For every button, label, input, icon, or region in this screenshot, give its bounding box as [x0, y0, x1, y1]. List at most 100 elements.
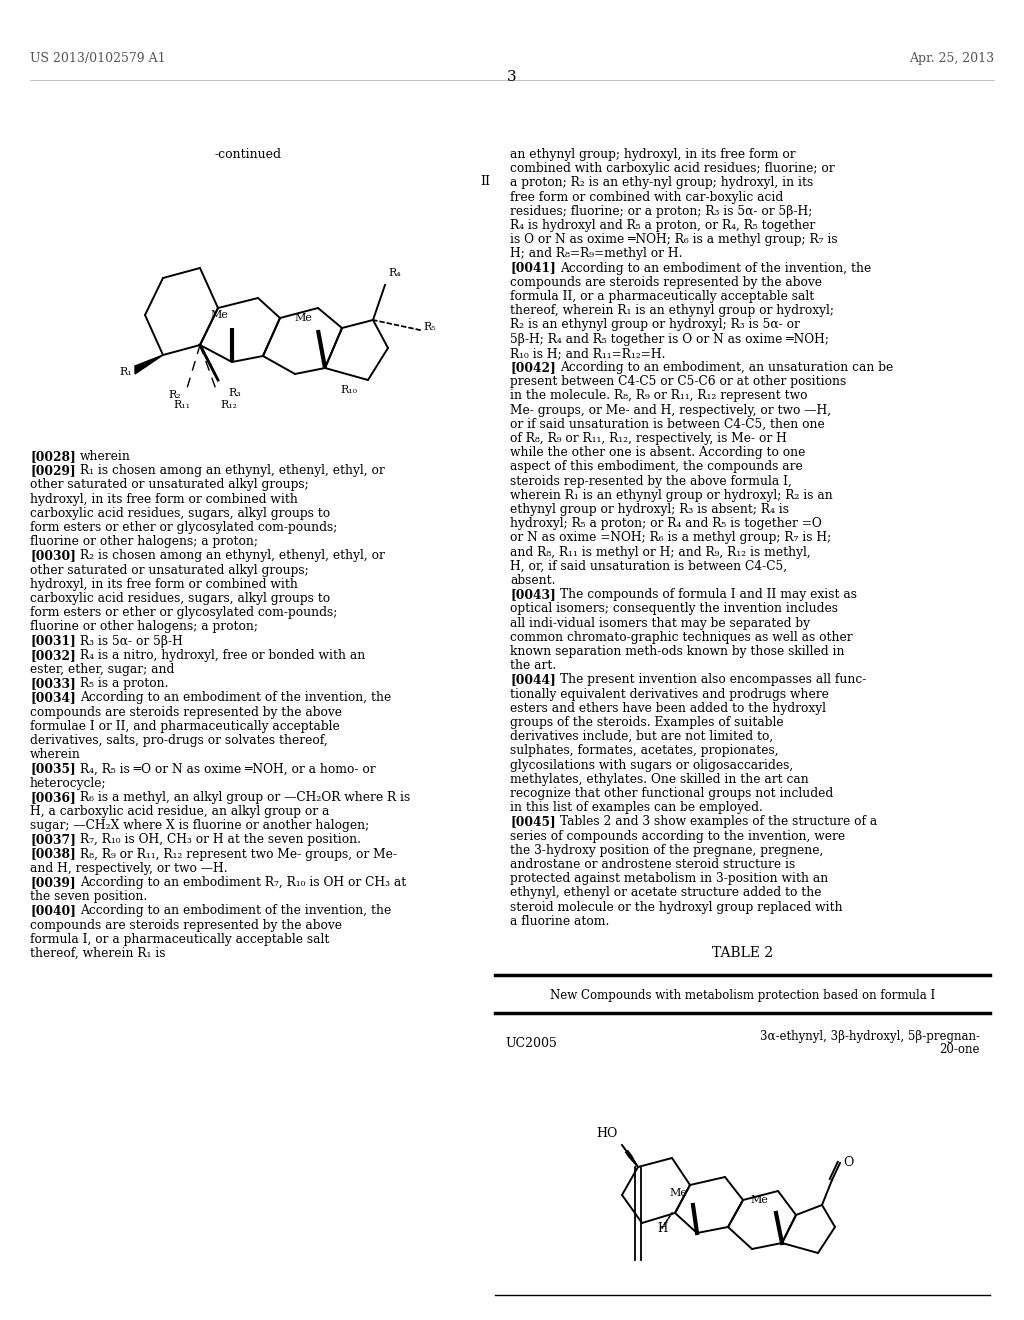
Text: formulae I or II, and pharmaceutically acceptable: formulae I or II, and pharmaceutically a…	[30, 719, 340, 733]
Text: thereof, wherein R₁ is an ethynyl group or hydroxyl;: thereof, wherein R₁ is an ethynyl group …	[510, 304, 834, 317]
Text: [0028]: [0028]	[30, 450, 76, 463]
Text: other saturated or unsaturated alkyl groups;: other saturated or unsaturated alkyl gro…	[30, 564, 309, 577]
Text: methylates, ethylates. One skilled in the art can: methylates, ethylates. One skilled in th…	[510, 772, 809, 785]
Text: [0041]: [0041]	[510, 261, 556, 275]
Text: sulphates, formates, acetates, propionates,: sulphates, formates, acetates, propionat…	[510, 744, 778, 758]
Text: compounds are steroids represented by the above: compounds are steroids represented by th…	[510, 276, 822, 289]
Text: H: H	[656, 1221, 667, 1234]
Text: steroid molecule or the hydroxyl group replaced with: steroid molecule or the hydroxyl group r…	[510, 900, 843, 913]
Text: Me: Me	[294, 313, 312, 323]
Text: of R₈, R₉ or R₁₁, R₁₂, respectively, is Me- or H: of R₈, R₉ or R₁₁, R₁₂, respectively, is …	[510, 432, 786, 445]
Text: [0029]: [0029]	[30, 465, 76, 478]
Text: HO: HO	[597, 1127, 618, 1140]
Text: common chromato-graphic techniques as well as other: common chromato-graphic techniques as we…	[510, 631, 853, 644]
Text: [0042]: [0042]	[510, 360, 556, 374]
Text: all indi-vidual isomers that may be separated by: all indi-vidual isomers that may be sepa…	[510, 616, 810, 630]
Text: carboxylic acid residues, sugars, alkyl groups to: carboxylic acid residues, sugars, alkyl …	[30, 591, 330, 605]
Text: According to an embodiment R₇, R₁₀ is OH or CH₃ at: According to an embodiment R₇, R₁₀ is OH…	[80, 876, 407, 888]
Text: R₂ is chosen among an ethynyl, ethenyl, ethyl, or: R₂ is chosen among an ethynyl, ethenyl, …	[80, 549, 385, 562]
Text: 5β-H; R₄ and R₅ together is O or N as oxime ═NOH;: 5β-H; R₄ and R₅ together is O or N as ox…	[510, 333, 829, 346]
Text: sugar; —CH₂X where X is fluorine or another halogen;: sugar; —CH₂X where X is fluorine or anot…	[30, 820, 370, 832]
Text: Me: Me	[751, 1195, 768, 1205]
Text: steroids rep-resented by the above formula I,: steroids rep-resented by the above formu…	[510, 475, 792, 487]
Text: present between C4-C5 or C5-C6 or at other positions: present between C4-C5 or C5-C6 or at oth…	[510, 375, 846, 388]
Text: and R₈, R₁₁ is methyl or H; and R₉, R₁₂ is methyl,: and R₈, R₁₁ is methyl or H; and R₉, R₁₂ …	[510, 545, 811, 558]
Text: R₄ is a nitro, hydroxyl, free or bonded with an: R₄ is a nitro, hydroxyl, free or bonded …	[80, 649, 366, 661]
Text: and H, respectively, or two —H.: and H, respectively, or two —H.	[30, 862, 227, 875]
Text: R₇, R₁₀ is OH, CH₃ or H at the seven position.: R₇, R₁₀ is OH, CH₃ or H at the seven pos…	[80, 833, 361, 846]
Text: According to an embodiment of the invention, the: According to an embodiment of the invent…	[80, 904, 391, 917]
Text: form esters or ether or glycosylated com-pounds;: form esters or ether or glycosylated com…	[30, 606, 337, 619]
Text: form esters or ether or glycosylated com-pounds;: form esters or ether or glycosylated com…	[30, 521, 337, 535]
Text: the art.: the art.	[510, 659, 556, 672]
Text: The present invention also encompasses all func-: The present invention also encompasses a…	[560, 673, 866, 686]
Text: combined with carboxylic acid residues; fluorine; or: combined with carboxylic acid residues; …	[510, 162, 835, 176]
Text: -continued: -continued	[214, 148, 282, 161]
Text: 3α-ethynyl, 3β-hydroxyl, 5β-pregnan-: 3α-ethynyl, 3β-hydroxyl, 5β-pregnan-	[760, 1030, 980, 1043]
Text: ethynyl, ethenyl or acetate structure added to the: ethynyl, ethenyl or acetate structure ad…	[510, 887, 821, 899]
Text: ethynyl group or hydroxyl; R₃ is absent; R₄ is: ethynyl group or hydroxyl; R₃ is absent;…	[510, 503, 790, 516]
Text: Tables 2 and 3 show examples of the structure of a: Tables 2 and 3 show examples of the stru…	[560, 816, 878, 829]
Text: R₁ is chosen among an ethynyl, ethenyl, ethyl, or: R₁ is chosen among an ethynyl, ethenyl, …	[80, 465, 385, 478]
Text: R₅ is a proton.: R₅ is a proton.	[80, 677, 169, 690]
Text: R₄, R₅ is ═O or N as oxime ═NOH, or a homo- or: R₄, R₅ is ═O or N as oxime ═NOH, or a ho…	[80, 763, 376, 775]
Text: compounds are steroids represented by the above: compounds are steroids represented by th…	[30, 706, 342, 718]
Text: fluorine or other halogens; a proton;: fluorine or other halogens; a proton;	[30, 620, 258, 634]
Text: in the molecule. R₈, R₉ or R₁₁, R₁₂ represent two: in the molecule. R₈, R₉ or R₁₁, R₁₂ repr…	[510, 389, 808, 403]
Text: derivatives, salts, pro-drugs or solvates thereof,: derivatives, salts, pro-drugs or solvate…	[30, 734, 328, 747]
Text: an ethynyl group; hydroxyl, in its free form or: an ethynyl group; hydroxyl, in its free …	[510, 148, 796, 161]
Text: carboxylic acid residues, sugars, alkyl groups to: carboxylic acid residues, sugars, alkyl …	[30, 507, 330, 520]
Text: recognize that other functional groups not included: recognize that other functional groups n…	[510, 787, 834, 800]
Text: formula II, or a pharmaceutically acceptable salt: formula II, or a pharmaceutically accept…	[510, 290, 814, 304]
Text: Apr. 25, 2013: Apr. 25, 2013	[909, 51, 994, 65]
Text: [0044]: [0044]	[510, 673, 556, 686]
Text: H, or, if said unsaturation is between C4-C5,: H, or, if said unsaturation is between C…	[510, 560, 787, 573]
Text: R₄: R₄	[388, 268, 400, 279]
Text: esters and ethers have been added to the hydroxyl: esters and ethers have been added to the…	[510, 702, 826, 715]
Text: R₂: R₂	[168, 389, 180, 400]
Text: [0045]: [0045]	[510, 816, 556, 829]
Text: 20-one: 20-one	[939, 1043, 980, 1056]
Text: other saturated or unsaturated alkyl groups;: other saturated or unsaturated alkyl gro…	[30, 478, 309, 491]
Text: tionally equivalent derivatives and prodrugs where: tionally equivalent derivatives and prod…	[510, 688, 828, 701]
Text: absent.: absent.	[510, 574, 555, 587]
Text: derivatives include, but are not limited to,: derivatives include, but are not limited…	[510, 730, 773, 743]
Text: hydroxyl, in its free form or combined with: hydroxyl, in its free form or combined w…	[30, 578, 298, 591]
Text: [0033]: [0033]	[30, 677, 76, 690]
Text: optical isomers; consequently the invention includes: optical isomers; consequently the invent…	[510, 602, 838, 615]
Text: is O or N as oxime ═NOH; R₆ is a methyl group; R₇ is: is O or N as oxime ═NOH; R₆ is a methyl …	[510, 234, 838, 247]
Text: H, a carboxylic acid residue, an alkyl group or a: H, a carboxylic acid residue, an alkyl g…	[30, 805, 330, 818]
Text: [0034]: [0034]	[30, 692, 76, 705]
Text: wherein R₁ is an ethynyl group or hydroxyl; R₂ is an: wherein R₁ is an ethynyl group or hydrox…	[510, 488, 833, 502]
Text: [0037]: [0037]	[30, 833, 76, 846]
Text: or N as oxime =NOH; R₆ is a methyl group; R₇ is H;: or N as oxime =NOH; R₆ is a methyl group…	[510, 532, 831, 544]
Text: UC2005: UC2005	[505, 1038, 557, 1049]
Text: [0035]: [0035]	[30, 763, 76, 775]
Polygon shape	[135, 355, 163, 374]
Text: [0039]: [0039]	[30, 876, 76, 888]
Text: O: O	[843, 1156, 853, 1170]
Text: US 2013/0102579 A1: US 2013/0102579 A1	[30, 51, 166, 65]
Text: series of compounds according to the invention, were: series of compounds according to the inv…	[510, 829, 845, 842]
Text: R₁₀ is H; and R₁₁=R₁₂=H.: R₁₀ is H; and R₁₁=R₁₂=H.	[510, 347, 666, 360]
Text: a proton; R₂ is an ethy-nyl group; hydroxyl, in its: a proton; R₂ is an ethy-nyl group; hydro…	[510, 177, 813, 189]
Text: R₁: R₁	[120, 367, 132, 378]
Text: According to an embodiment of the invention, the: According to an embodiment of the invent…	[560, 261, 871, 275]
Text: R₁₀: R₁₀	[340, 385, 357, 395]
Text: According to an embodiment, an unsaturation can be: According to an embodiment, an unsaturat…	[560, 360, 893, 374]
Text: R₅: R₅	[423, 322, 435, 333]
Text: the seven position.: the seven position.	[30, 890, 147, 903]
Text: TABLE 2: TABLE 2	[712, 946, 773, 960]
Text: R₁₂: R₁₂	[220, 400, 237, 411]
Text: R₆ is a methyl, an alkyl group or —CH₂OR where R is: R₆ is a methyl, an alkyl group or —CH₂OR…	[80, 791, 411, 804]
Text: formula I, or a pharmaceutically acceptable salt: formula I, or a pharmaceutically accepta…	[30, 933, 330, 946]
Text: [0040]: [0040]	[30, 904, 76, 917]
Text: [0032]: [0032]	[30, 649, 76, 661]
Text: Me- groups, or Me- and H, respectively, or two —H,: Me- groups, or Me- and H, respectively, …	[510, 404, 831, 417]
Text: wherein: wherein	[30, 748, 81, 762]
Text: or if said unsaturation is between C4-C5, then one: or if said unsaturation is between C4-C5…	[510, 418, 824, 430]
Text: R₁₁: R₁₁	[173, 400, 190, 411]
Text: heterocycle;: heterocycle;	[30, 776, 106, 789]
Text: The compounds of formula I and II may exist as: The compounds of formula I and II may ex…	[560, 589, 857, 601]
Text: a fluorine atom.: a fluorine atom.	[510, 915, 609, 928]
